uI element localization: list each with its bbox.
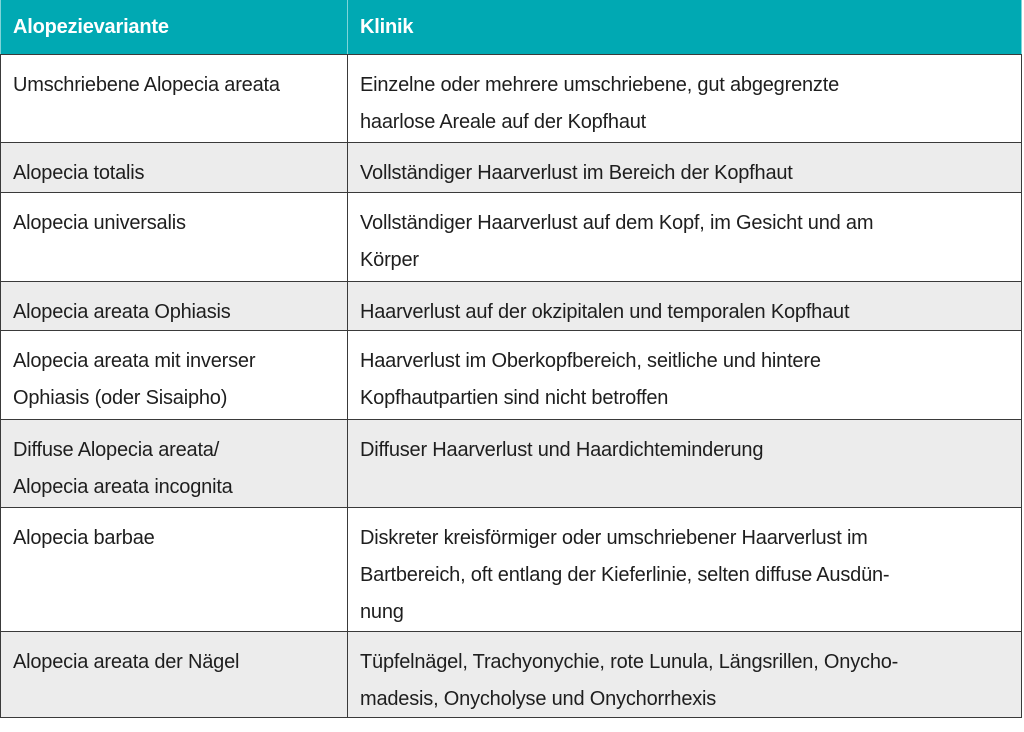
table-row: Alopecia areata mit inverser Ophiasis (od… (0, 331, 1022, 420)
cell-text: Alopecia areata mit inverser (13, 350, 256, 372)
table-cell: Tüpfelnägel, Trachyonychie, rote Lunula,… (348, 632, 1022, 717)
cell-text: Alopecia totalis (13, 162, 145, 184)
cell-text: Alopecia universalis (13, 212, 186, 234)
table-cell: Einzelne oder mehrere umschriebene, gut … (348, 55, 1022, 142)
table-cell: Haarverlust im Oberkopfbereich, seitlich… (348, 331, 1022, 419)
cell-text: Diffuser Haarverlust und Haardichteminde… (360, 439, 764, 461)
cell-text: Einzelne oder mehrere umschriebene, gut … (360, 74, 839, 96)
table-cell: Alopecia areata der Nägel (0, 632, 348, 717)
table-cell: Diskreter kreisförmiger oder umschrieben… (348, 508, 1022, 631)
header-cell: Klinik (348, 0, 1022, 54)
table-cell: Diffuse Alopecia areata/Alopecia areata … (0, 420, 348, 507)
table-row: Alopecia totalis Vollständiger Haarverlus… (0, 143, 1022, 193)
cell-text: Bartbereich, oft entlang der Kieferlinie… (360, 564, 890, 586)
table-row: Alopecia areata der Nägel Tüpfelnägel, Tr… (0, 632, 1022, 718)
cell-text: Kopfhautpartien sind nicht betroffen (360, 387, 669, 409)
cell-text: Alopecia areata der Nägel (13, 651, 240, 673)
cell-text: Diffuse Alopecia areata/ (13, 439, 220, 461)
table-row: Diffuse Alopecia areata/Alopecia areata … (0, 420, 1022, 508)
table-cell: Alopecia barbae (0, 508, 348, 631)
cell-text: Alopecia areata incognita (13, 476, 233, 498)
cell-text: Körper (360, 249, 419, 271)
cell-text: Vollständiger Haarverlust im Bereich der… (360, 162, 793, 184)
table-cell: Alopecia areata Ophiasis (0, 282, 348, 330)
table-cell: Alopecia totalis (0, 143, 348, 192)
cell-text: Alopecia barbae (13, 527, 155, 549)
table-cell: Alopecia areata mit inverser Ophiasis (od… (0, 331, 348, 419)
cell-text: nung (360, 601, 404, 623)
cell-text: Vollständiger Haarverlust auf dem Kopf, … (360, 212, 874, 234)
cell-text: Haarverlust im Oberkopfbereich, seitlich… (360, 350, 821, 372)
cell-text: Umschriebene Alopecia areata (13, 74, 280, 96)
cell-text: Tüpfelnägel, Trachyonychie, rote Lunula,… (360, 651, 899, 673)
cell-text: Alopecia areata Ophiasis (13, 301, 231, 323)
table-row: Alopecia areata Ophiasis Haarverlust auf … (0, 282, 1022, 331)
table-cell: Diffuser Haarverlust und Haardichteminde… (348, 420, 1022, 507)
table-row: Alopecia universalis Vollständiger Haarve… (0, 193, 1022, 282)
cell-text: haarlose Areale auf der Kopfhaut (360, 111, 647, 133)
table-cell: Haarverlust auf der okzipitalen und temp… (348, 282, 1022, 330)
cell-text: Haarverlust auf der okzipitalen und temp… (360, 301, 850, 323)
table-cell: Umschriebene Alopecia areata (0, 55, 348, 142)
cell-text: Diskreter kreisförmiger oder umschrieben… (360, 527, 868, 549)
table-cell: Vollständiger Haarverlust auf dem Kopf, … (348, 193, 1022, 281)
table-cell: Alopecia universalis (0, 193, 348, 281)
header-row: Alopezievariante Klinik (0, 0, 1022, 55)
table-row: Alopecia barbae Diskreter kreisförmiger o… (0, 508, 1022, 632)
header-cell: Alopezievariante (0, 0, 348, 54)
table-cell: Vollständiger Haarverlust im Bereich der… (348, 143, 1022, 192)
table-row: Umschriebene Alopecia areata Einzelne ode… (0, 55, 1022, 143)
cell-text: madesis, Onycholyse und Onychorrhexis (360, 688, 717, 710)
cell-text: Ophiasis (oder Sisaipho) (13, 387, 228, 409)
